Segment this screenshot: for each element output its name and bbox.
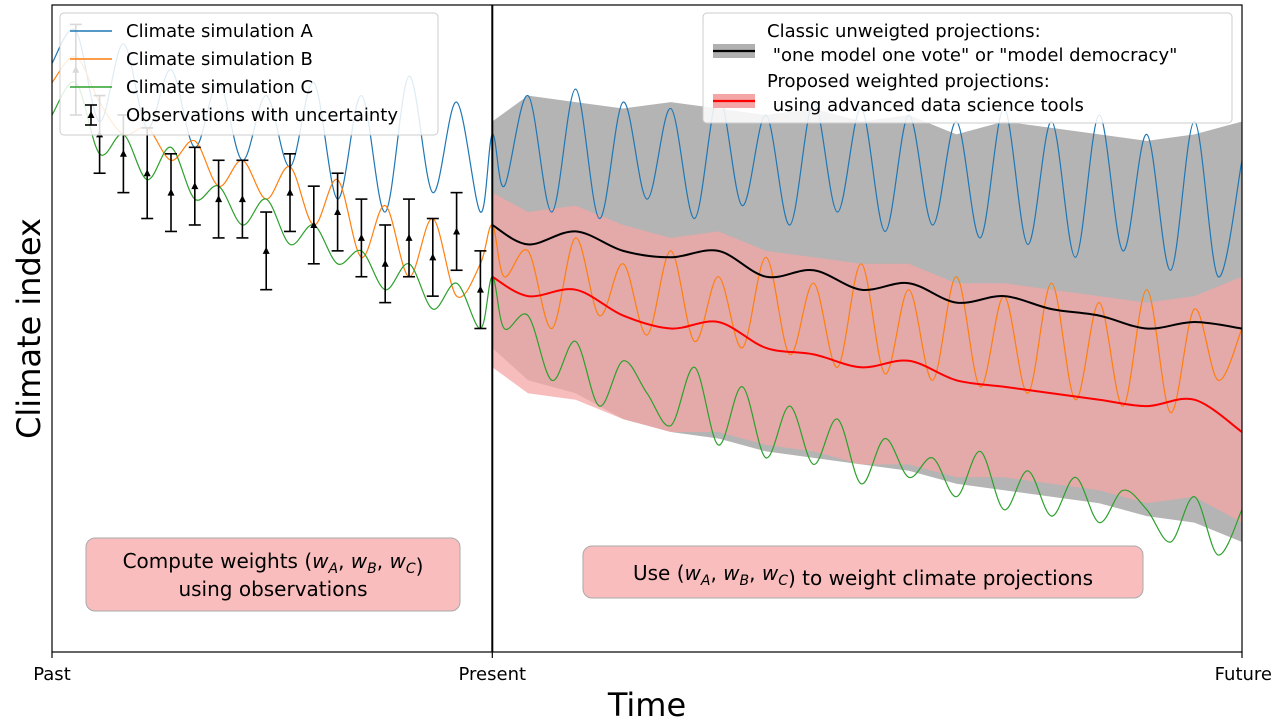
bands-layer (492, 95, 1242, 542)
observation-marker (167, 188, 175, 196)
series-line-2 (51, 81, 1243, 556)
observation-point (403, 198, 415, 278)
observation-point (331, 172, 344, 252)
annotation-box-1: Use (wA, wB, wC) to weight climate proje… (582, 545, 1144, 599)
observation-marker (215, 195, 223, 203)
legend-marker (87, 111, 95, 118)
legend-left-box (59, 12, 439, 136)
observation-point (450, 191, 463, 272)
observation-marker (357, 233, 365, 241)
legend-right-line2: "one model one vote" or "model democracy… (767, 45, 1177, 66)
observation-point (260, 211, 273, 291)
observation-marker (238, 195, 246, 203)
observation-point (236, 159, 249, 239)
annotation-box-0: Compute weights (wA, wB, wC)using observ… (85, 537, 461, 612)
observation-marker (381, 259, 389, 267)
legend-left-label: Climate simulation B (126, 49, 313, 70)
band-weighted (492, 192, 1242, 523)
observation-marker (334, 208, 342, 216)
observation-point (188, 146, 201, 226)
observation-point (165, 153, 177, 233)
observation-point (141, 127, 154, 220)
annotation-line1: Compute weights (wA, wB, wC) (123, 549, 424, 578)
legend-right-box (702, 12, 1233, 124)
observation-marker (119, 149, 127, 157)
legend-left-entry: Climate simulation A (70, 21, 314, 42)
y-axis-title: Climate index (10, 218, 48, 439)
observation-marker (191, 182, 199, 190)
observation-point (379, 224, 392, 304)
observation-point (284, 153, 296, 233)
legend-right-line1: Proposed weighted projections: (767, 71, 1050, 92)
series-line-4 (491, 275, 1243, 433)
legend-left-entry: Climate simulation C (70, 77, 313, 98)
legend-left-entry: Observations with uncertainty (85, 104, 398, 126)
observation-point (212, 159, 225, 239)
annotation-line2: using observations (178, 577, 367, 601)
observation-marker (143, 169, 151, 177)
legend-right-line2: using advanced data science tools (767, 95, 1084, 116)
x-tick-label: Future (1215, 664, 1272, 685)
observation-marker (476, 285, 484, 293)
annotations-layer: Compute weights (wA, wB, wC)using observ… (85, 537, 1144, 612)
ticks-layer: Past Present Future Time Climate index (10, 218, 1272, 721)
legend-right-line1: Classic unweigted projections: (767, 21, 1041, 42)
x-axis-title: Time (607, 686, 686, 721)
observation-marker (262, 246, 270, 254)
annotation-line1: Use (wA, wB, wC) to weight climate proje… (633, 561, 1093, 590)
legend-left-label: Climate simulation C (126, 77, 313, 98)
observation-point (307, 185, 320, 265)
legend-left-label: Climate simulation A (126, 21, 314, 42)
annotation-background (85, 537, 461, 612)
plot-frame (51, 4, 1243, 653)
frame-layer (51, 4, 1243, 653)
observation-marker (405, 233, 413, 241)
legend-left: Climate simulation A Climate simulation B… (59, 12, 439, 136)
legend-right-entry: Classic unweigted projections: "one mode… (713, 21, 1177, 66)
series-line-0 (51, 28, 1243, 278)
observation-marker (429, 253, 437, 261)
legend-right: Classic unweigted projections: "one mode… (702, 12, 1233, 124)
x-tick-label: Past (33, 664, 71, 685)
x-tick-label: Present (459, 664, 527, 685)
observation-point (474, 250, 487, 330)
annotation-background (582, 545, 1144, 599)
observation-marker (286, 188, 294, 196)
series-line-3 (491, 224, 1243, 330)
legend-left-entry: Climate simulation B (70, 49, 313, 70)
legend-right-entry: Proposed weighted projections: using adv… (713, 71, 1084, 116)
legend-left-label: Observations with uncertainty (126, 105, 398, 126)
observation-point (355, 198, 368, 278)
observation-point (426, 217, 439, 297)
observation-marker (453, 227, 461, 235)
observation-marker (310, 220, 318, 228)
